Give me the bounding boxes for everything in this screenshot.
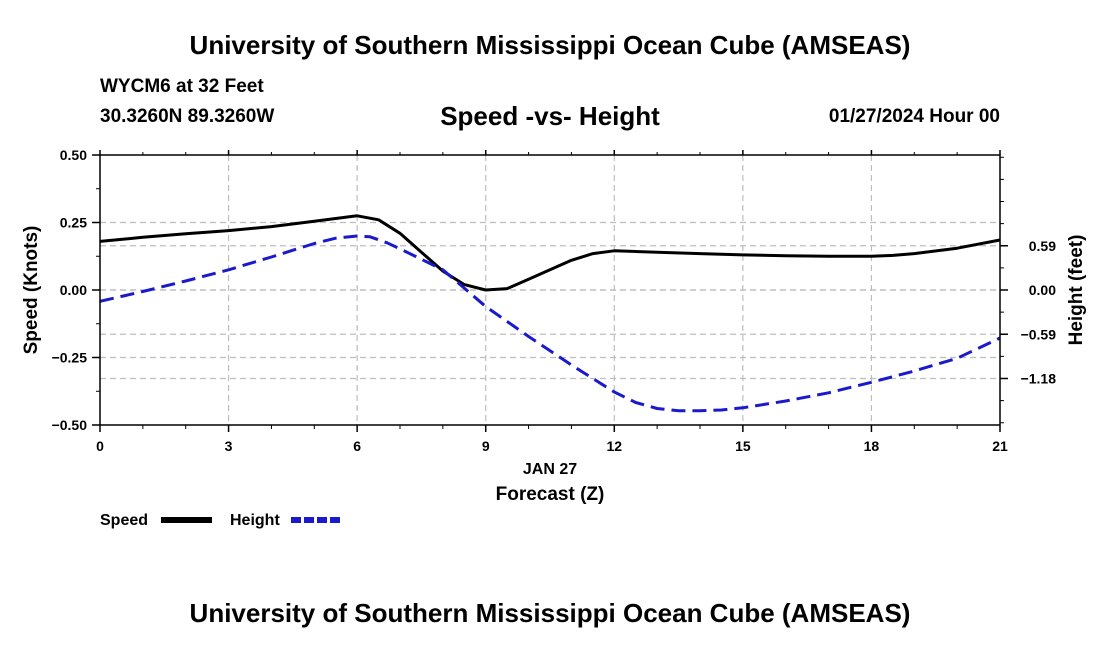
series-line-speed: [99, 214, 1001, 292]
legend-label-height: Height: [230, 512, 280, 529]
x-sublabel: JAN 27: [523, 461, 577, 478]
series-line-height: [99, 234, 1001, 413]
y-axis-label: Speed (Knots): [21, 226, 42, 355]
y-tick-label: 0.00: [60, 282, 87, 298]
x-axis-label: Forecast (Z): [496, 484, 605, 505]
x-tick-label: 6: [353, 438, 361, 454]
series-layer: [99, 214, 1001, 413]
y-tick-label: 0.25: [60, 215, 87, 231]
legend-label-speed: Speed: [100, 512, 148, 529]
axis-labels: JAN 27 Forecast (Z) Speed (Knots) Height…: [21, 226, 1087, 505]
chart-title: University of Southern Mississippi Ocean…: [189, 30, 911, 60]
legend: Speed Height: [100, 512, 342, 529]
x-tick-label: 12: [606, 438, 622, 454]
y-tick-label: 0.50: [60, 147, 87, 163]
forecast-date: 01/27/2024 Hour 00: [828, 106, 1000, 127]
y-tick-label: −0.50: [52, 417, 88, 433]
axis-ticks: 0 3 6 9 12 15 18 21 0.50 0.25 0.00 −0.25 −0.50 0.59 0.…: [52, 147, 1057, 454]
footer-title: University of Southern Mississippi Ocean…: [189, 598, 911, 628]
x-tick-label: 21: [992, 438, 1008, 454]
y2-tick-label: 0.00: [1029, 282, 1056, 298]
x-tick-label: 18: [864, 438, 880, 454]
y2-tick-label: 0.59: [1029, 238, 1056, 254]
x-tick-label: 3: [225, 438, 233, 454]
y2-axis-label: Height (feet): [1066, 235, 1087, 346]
x-tick-label: 0: [96, 438, 104, 454]
x-tick-label: 9: [482, 438, 490, 454]
chart-subtitle: Speed -vs- Height: [440, 101, 660, 131]
y-tick-label: −0.25: [52, 350, 88, 366]
coordinates-label: 30.3260N 89.3260W: [100, 106, 275, 127]
y2-tick-label: −1.18: [1021, 371, 1057, 387]
station-label: WYCM6 at 32 Feet: [100, 76, 264, 97]
x-tick-label: 15: [735, 438, 751, 454]
y2-tick-label: −0.59: [1021, 326, 1057, 342]
